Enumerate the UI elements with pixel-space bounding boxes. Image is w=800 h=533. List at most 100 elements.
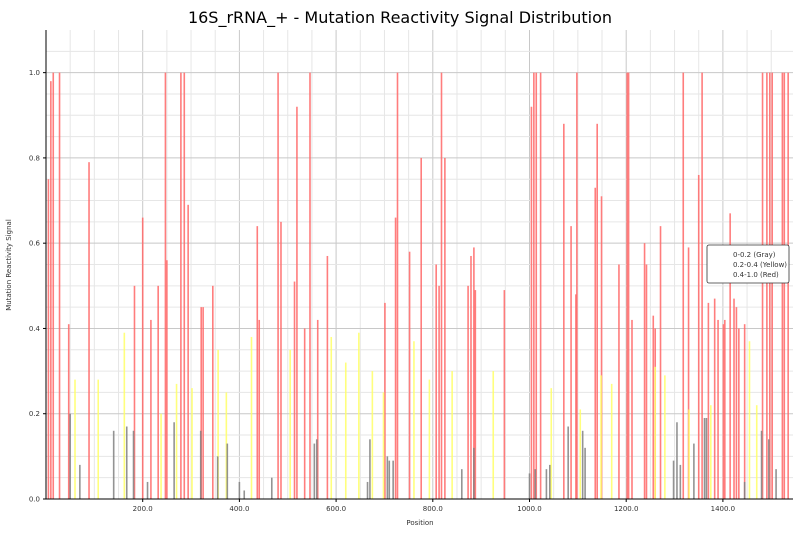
bar — [596, 123, 598, 500]
x-tick-label: 1400.0 — [711, 505, 736, 513]
bar — [451, 371, 453, 499]
bar — [164, 72, 167, 500]
chart-title: 16S_rRNA_+ - Mutation Reactivity Signal … — [188, 8, 612, 28]
bar — [473, 447, 475, 499]
bar — [461, 469, 463, 499]
bar — [326, 255, 329, 499]
bar — [132, 430, 135, 499]
bar — [768, 72, 771, 500]
bar — [703, 417, 706, 499]
bar — [530, 106, 533, 499]
bar — [125, 426, 128, 499]
legend-entry: 0.2-0.4 (Yellow) — [733, 261, 787, 269]
bar — [382, 392, 385, 499]
bar — [394, 217, 397, 499]
bar — [701, 72, 703, 500]
bar — [141, 217, 144, 499]
bar — [781, 72, 784, 500]
bar — [717, 319, 719, 499]
bar — [146, 481, 149, 499]
bar — [775, 469, 777, 499]
bar — [217, 349, 219, 499]
y-tick-label: 0.6 — [29, 240, 41, 248]
bar — [705, 417, 708, 499]
bar — [567, 426, 569, 499]
bar — [250, 336, 253, 499]
bar — [549, 464, 551, 499]
bar — [473, 247, 475, 499]
bar — [579, 409, 582, 499]
bar — [707, 302, 710, 499]
legend-entry: 0-0.2 (Gray) — [733, 251, 776, 259]
bar — [600, 375, 602, 499]
bar — [575, 294, 577, 499]
y-tick-label: 1.0 — [29, 69, 40, 77]
bar — [626, 72, 628, 500]
x-tick-label: 200.0 — [133, 505, 153, 513]
x-tick-label: 400.0 — [229, 505, 249, 513]
bar — [123, 332, 126, 499]
bar — [645, 264, 648, 499]
bar — [474, 290, 477, 499]
bar — [724, 319, 726, 499]
bar — [166, 260, 168, 499]
bar — [528, 473, 531, 499]
bar — [47, 179, 50, 499]
legend-entry: 0.4-1.0 (Red) — [733, 271, 779, 279]
bar — [69, 413, 71, 499]
bar — [371, 371, 374, 499]
bar — [550, 388, 553, 499]
bar — [594, 187, 597, 499]
bar — [256, 226, 259, 500]
bar — [735, 307, 738, 499]
bar — [722, 324, 725, 499]
bar — [618, 264, 620, 499]
bar — [303, 328, 306, 499]
bar — [133, 285, 136, 499]
bar — [576, 72, 578, 500]
bar — [344, 362, 347, 499]
bar — [659, 226, 662, 500]
bar — [366, 481, 369, 499]
ticks: 200.0 400.0 600.0 800.0 1000.0 1200.0 1400.0 0.… — [29, 69, 735, 513]
bar — [503, 290, 506, 499]
bar — [492, 371, 495, 499]
bar — [535, 72, 538, 500]
bar — [687, 247, 690, 499]
bar — [160, 413, 162, 499]
bar — [212, 285, 214, 499]
bar — [584, 447, 586, 499]
bar — [729, 213, 731, 499]
bar — [202, 307, 204, 499]
bar — [420, 157, 422, 499]
bar — [52, 72, 55, 500]
bar — [570, 226, 572, 500]
bar — [470, 255, 472, 499]
bar — [258, 319, 261, 499]
bar — [631, 319, 633, 499]
bar — [610, 383, 613, 499]
bar — [676, 422, 678, 499]
bar — [771, 72, 774, 500]
bar — [277, 72, 279, 500]
bar — [627, 72, 630, 500]
bar — [688, 409, 690, 499]
bar — [643, 243, 646, 499]
y-tick-label: 0.0 — [29, 496, 40, 504]
bar — [755, 405, 758, 499]
bar — [534, 469, 537, 499]
bar — [315, 439, 318, 499]
bar — [157, 285, 159, 499]
bar — [330, 336, 333, 499]
bar — [243, 490, 246, 499]
y-tick-label: 0.8 — [29, 154, 40, 162]
bar — [766, 72, 768, 500]
bar — [413, 341, 415, 499]
bar — [738, 328, 740, 499]
bar — [539, 72, 542, 500]
bar — [438, 285, 440, 499]
x-tick-label: 800.0 — [423, 505, 443, 513]
bar — [392, 460, 394, 499]
bar — [358, 332, 360, 499]
